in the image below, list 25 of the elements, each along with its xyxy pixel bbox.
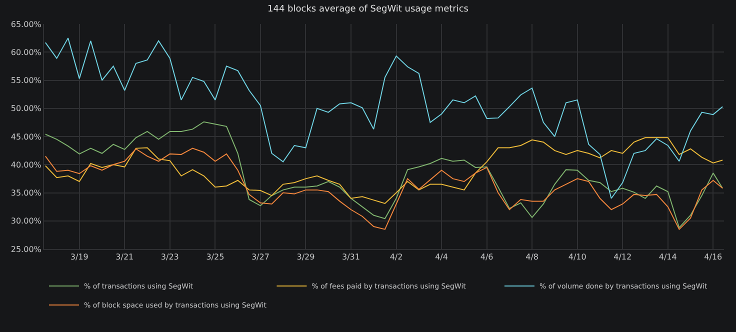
x-tick-label: 4/12 bbox=[614, 252, 632, 262]
x-tick-label: 3/27 bbox=[251, 252, 270, 262]
x-tick-label: 4/8 bbox=[526, 252, 539, 262]
x-tick-label: 4/4 bbox=[435, 252, 448, 262]
x-tick-label: 4/2 bbox=[390, 252, 403, 262]
x-tick-label: 3/29 bbox=[296, 252, 315, 262]
y-tick-label: 30.00% bbox=[10, 216, 42, 226]
x-tick-label: 4/16 bbox=[704, 252, 722, 262]
y-tick-label: 55.00% bbox=[10, 76, 42, 86]
x-tick-label: 3/23 bbox=[160, 252, 179, 262]
x-tick-label: 3/31 bbox=[342, 252, 360, 262]
y-tick-label: 60.00% bbox=[10, 48, 42, 57]
x-tick-label: 4/6 bbox=[480, 252, 494, 262]
x-tick-label: 3/19 bbox=[70, 252, 88, 262]
y-tick-label: 35.00% bbox=[10, 188, 42, 198]
x-tick-label: 3/21 bbox=[116, 252, 134, 262]
x-tick-label: 4/10 bbox=[568, 252, 586, 262]
x-tick-label: 3/25 bbox=[206, 252, 224, 262]
y-tick-label: 40.00% bbox=[10, 160, 42, 170]
x-tick-label: 4/14 bbox=[658, 252, 677, 262]
chart-title: 144 blocks average of SegWit usage metrics bbox=[268, 4, 469, 14]
y-tick-label: 45.00% bbox=[10, 132, 42, 142]
y-tick-label: 65.00% bbox=[10, 20, 42, 29]
y-tick-label: 50.00% bbox=[10, 104, 42, 114]
y-tick-label: 25.00% bbox=[10, 244, 42, 254]
